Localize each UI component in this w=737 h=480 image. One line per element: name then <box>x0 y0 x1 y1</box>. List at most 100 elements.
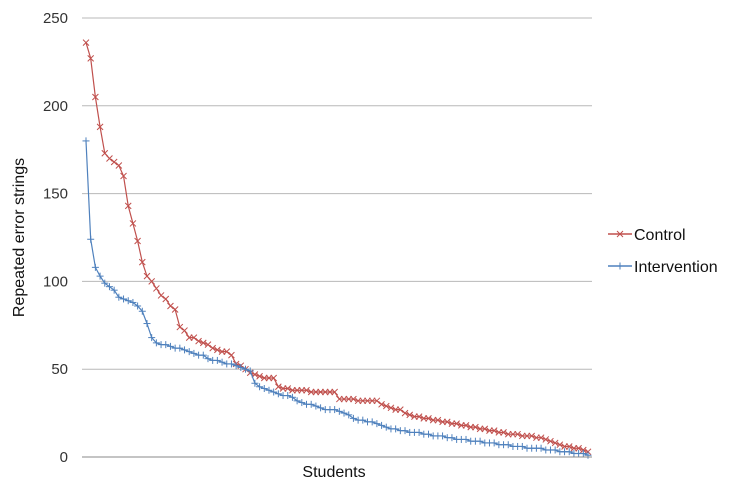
data-point <box>392 425 400 433</box>
data-point <box>129 220 137 227</box>
data-point <box>575 444 582 452</box>
data-point <box>462 422 470 429</box>
data-point <box>331 388 339 396</box>
data-point <box>232 362 240 370</box>
data-point <box>472 423 479 431</box>
data-point <box>199 351 207 359</box>
data-point <box>167 302 174 310</box>
data-point <box>138 307 146 315</box>
data-point <box>406 411 414 419</box>
data-point <box>227 360 235 368</box>
data-point <box>82 39 90 46</box>
y-tick-label: 50 <box>51 361 68 378</box>
data-point <box>148 334 156 342</box>
data-point <box>256 372 263 380</box>
data-point <box>138 258 146 266</box>
data-point <box>204 341 212 348</box>
data-point <box>256 383 264 391</box>
data-point <box>228 351 235 359</box>
data-point <box>528 432 536 440</box>
data-point <box>181 327 188 334</box>
y-tick-label: 0 <box>60 449 68 466</box>
data-point <box>270 374 278 382</box>
data-point <box>199 339 207 347</box>
data-point <box>171 306 179 313</box>
data-point <box>490 439 498 447</box>
y-tick-label: 100 <box>43 273 68 290</box>
data-point <box>242 365 250 373</box>
data-point <box>542 436 550 443</box>
data-point <box>157 292 165 299</box>
data-point <box>153 285 160 292</box>
legend-marker-plus-icon <box>616 262 624 270</box>
data-point <box>504 441 512 449</box>
y-tick-label: 250 <box>43 10 68 27</box>
data-point <box>298 399 306 407</box>
data-point <box>373 420 381 428</box>
data-point <box>359 416 367 424</box>
gridlines <box>82 17 592 370</box>
data-point <box>476 437 484 445</box>
data-point <box>223 348 231 355</box>
data-point <box>565 448 573 456</box>
data-point <box>453 420 460 427</box>
data-point <box>547 437 554 445</box>
data-point <box>166 342 174 350</box>
data-point <box>124 202 132 210</box>
data-point <box>579 446 587 454</box>
data-point <box>148 278 156 285</box>
data-point <box>396 406 404 413</box>
data-point <box>317 404 325 412</box>
data-point <box>331 406 339 414</box>
data-point <box>195 337 202 345</box>
data-point <box>115 162 123 169</box>
data-point <box>584 451 592 459</box>
data-point <box>462 435 470 443</box>
data-point <box>401 409 409 417</box>
data-point <box>424 430 432 438</box>
data-point <box>387 404 395 412</box>
data-point <box>209 344 217 352</box>
series-intervention <box>82 137 592 459</box>
data-point <box>185 348 193 356</box>
data-point <box>190 349 198 357</box>
data-point <box>190 334 198 341</box>
data-point <box>120 172 127 180</box>
data-point <box>134 237 141 245</box>
data-point <box>439 432 447 440</box>
series-line <box>85 140 589 456</box>
data-point <box>448 434 456 442</box>
y-axis-title: Repeated error strings <box>11 158 28 317</box>
data-point <box>284 392 292 400</box>
data-point <box>96 123 104 131</box>
data-point <box>349 414 357 422</box>
data-point <box>270 388 278 396</box>
data-point <box>134 302 142 310</box>
legend-item-control: Control <box>608 227 686 244</box>
x-axis-title: Students <box>302 464 365 480</box>
data-point <box>443 418 451 426</box>
data-point <box>514 430 521 438</box>
data-point <box>152 339 160 347</box>
legend: Control Intervention <box>608 227 718 276</box>
data-point <box>307 400 315 408</box>
data-point <box>87 235 95 243</box>
data-point <box>181 346 189 354</box>
data-point <box>105 283 113 291</box>
data-point <box>288 393 296 401</box>
data-point <box>87 55 95 62</box>
data-point <box>518 442 526 450</box>
legend-item-intervention: Intervention <box>608 259 718 276</box>
data-point <box>214 346 221 354</box>
data-point <box>481 425 489 433</box>
data-point <box>350 395 357 403</box>
data-point <box>378 400 385 408</box>
data-point <box>265 386 273 394</box>
data-point <box>378 421 386 429</box>
data-point <box>176 344 184 352</box>
data-point <box>143 320 151 328</box>
data-point <box>284 385 292 392</box>
data-point <box>373 397 381 405</box>
data-point <box>162 295 170 303</box>
